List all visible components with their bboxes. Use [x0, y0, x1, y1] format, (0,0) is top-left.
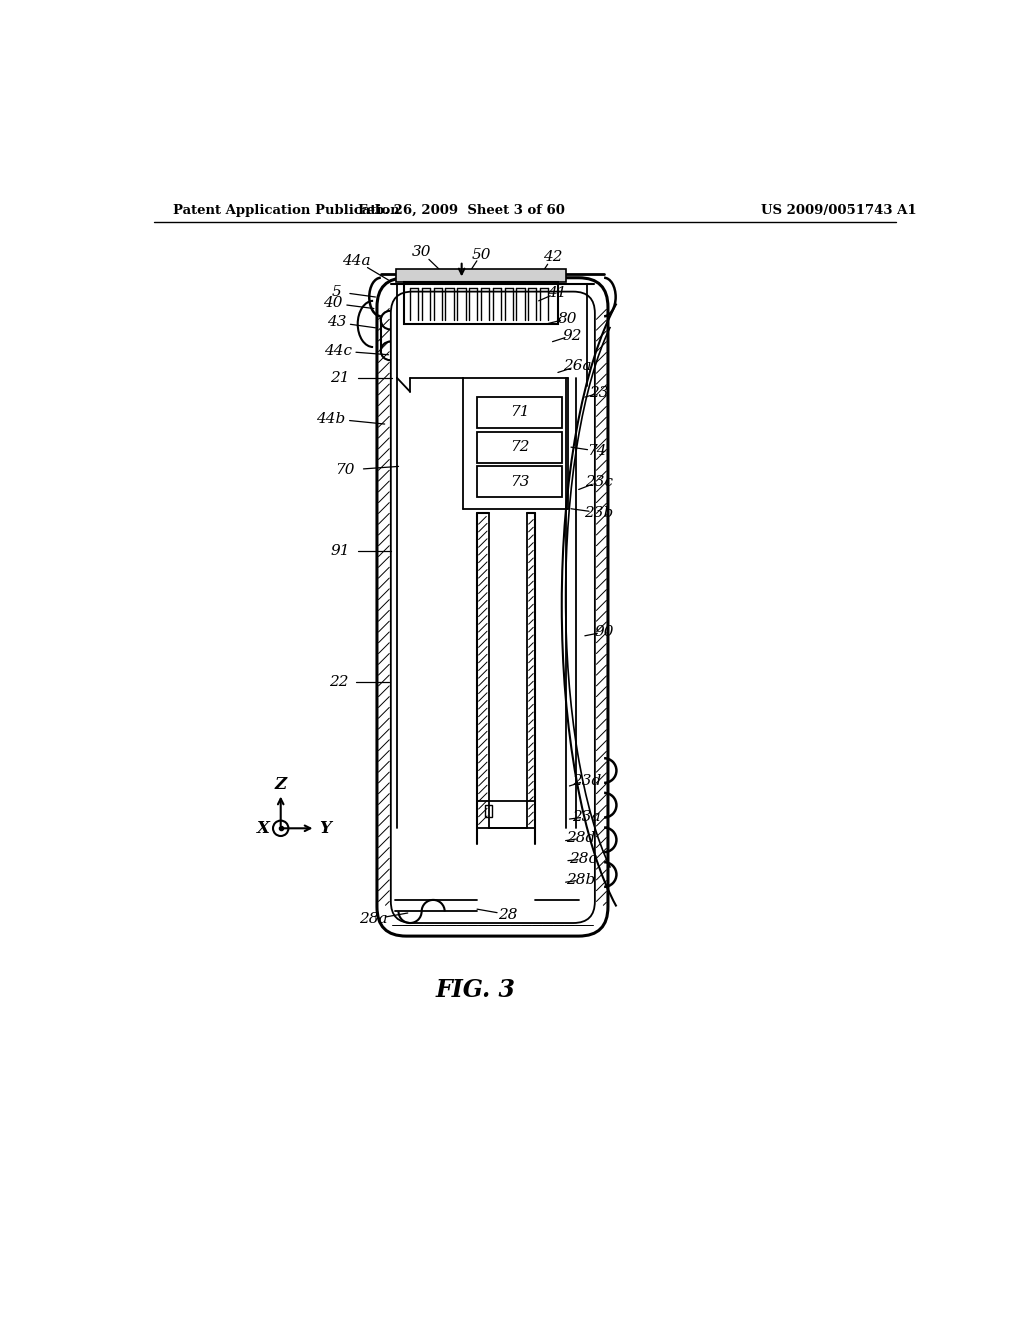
- Text: 74: 74: [587, 444, 606, 458]
- Text: 71: 71: [510, 405, 529, 420]
- Bar: [477, 801, 535, 829]
- Bar: [477, 397, 562, 428]
- Text: 23b: 23b: [584, 506, 613, 520]
- Text: 23: 23: [589, 387, 608, 400]
- Text: Z: Z: [274, 776, 287, 793]
- Text: 92: 92: [562, 329, 582, 342]
- Text: 28b: 28b: [566, 873, 596, 887]
- Text: 21: 21: [331, 371, 350, 385]
- Text: 91: 91: [331, 544, 350, 558]
- Text: 40: 40: [323, 296, 342, 310]
- Text: US 2009/0051743 A1: US 2009/0051743 A1: [761, 205, 916, 218]
- Bar: [484, 805, 493, 817]
- Text: 28: 28: [498, 908, 517, 921]
- Text: 28c: 28c: [569, 853, 597, 866]
- Text: 50: 50: [471, 248, 490, 261]
- Text: 42: 42: [543, 249, 562, 264]
- Text: 72: 72: [510, 440, 529, 454]
- Text: 41: 41: [547, 286, 566, 300]
- Text: 28d: 28d: [566, 832, 596, 845]
- Text: 73: 73: [510, 475, 529, 488]
- Text: X: X: [257, 820, 270, 837]
- Text: 44a: 44a: [342, 253, 371, 268]
- Bar: [403, 281, 558, 323]
- Text: 90: 90: [594, 624, 613, 639]
- Text: Patent Application Publication: Patent Application Publication: [173, 205, 399, 218]
- Text: 23d: 23d: [571, 774, 601, 788]
- Text: 23a: 23a: [572, 809, 601, 824]
- Text: FIG. 3: FIG. 3: [435, 978, 515, 1002]
- Text: 28a: 28a: [358, 912, 387, 927]
- Text: 5: 5: [332, 285, 341, 298]
- Bar: [477, 432, 562, 462]
- Text: 44c: 44c: [325, 345, 352, 358]
- Text: 70: 70: [335, 463, 354, 478]
- Text: 80: 80: [558, 312, 578, 326]
- Text: 26a: 26a: [563, 359, 592, 374]
- Bar: [477, 466, 562, 498]
- Bar: [396, 268, 565, 281]
- Text: 43: 43: [328, 315, 347, 330]
- Text: 23c: 23c: [585, 475, 612, 488]
- Text: Feb. 26, 2009  Sheet 3 of 60: Feb. 26, 2009 Sheet 3 of 60: [358, 205, 565, 218]
- Text: 44b: 44b: [316, 412, 345, 425]
- Text: 22: 22: [329, 675, 348, 689]
- Text: 30: 30: [412, 246, 431, 259]
- Text: Y: Y: [318, 820, 331, 837]
